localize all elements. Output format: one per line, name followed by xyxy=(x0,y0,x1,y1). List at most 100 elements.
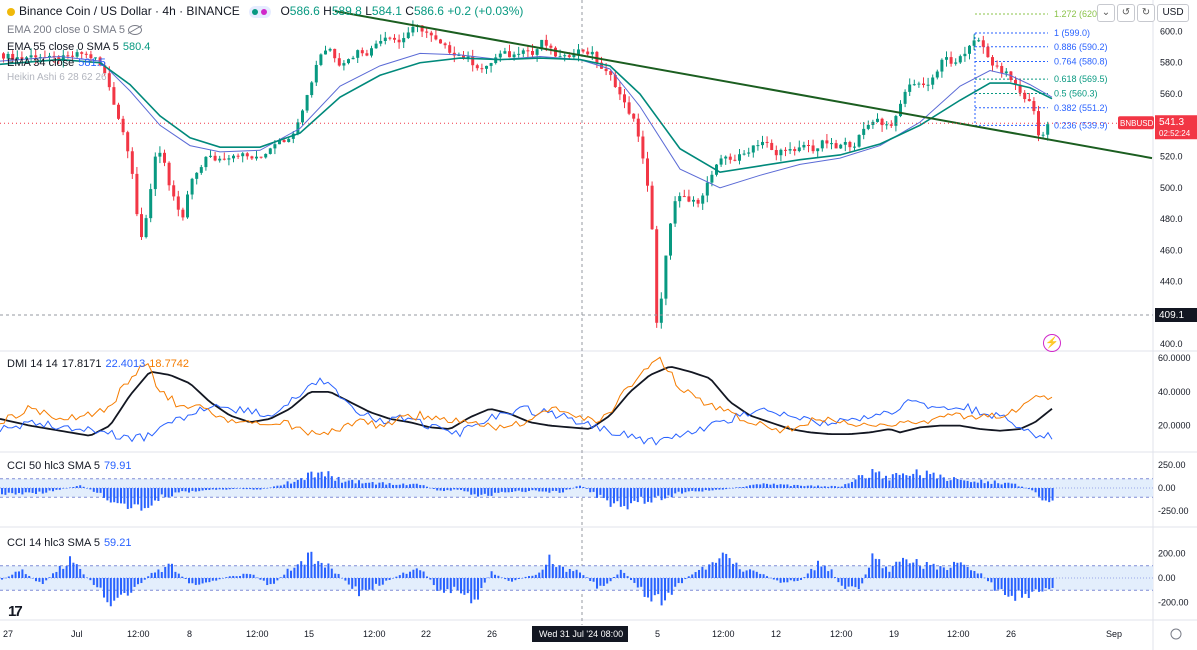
candle-body xyxy=(926,84,930,86)
cci50-bar xyxy=(82,486,85,488)
cci50-bar xyxy=(592,488,595,492)
candle-body xyxy=(623,94,626,103)
cci14-bar xyxy=(817,560,819,578)
candle-body xyxy=(278,140,281,145)
ema200-legend[interactable]: EMA 200 close 0 SMA 5 xyxy=(7,24,143,36)
candle-body xyxy=(485,65,488,69)
cci50-bar xyxy=(823,486,826,488)
cci14-bar xyxy=(41,578,44,585)
candle-body xyxy=(397,39,401,43)
cci14-bar xyxy=(14,571,17,578)
ema34-legend[interactable]: EMA 34 close 581.5 xyxy=(7,57,106,69)
cci50-bar xyxy=(806,485,809,488)
cci50-bar xyxy=(749,485,751,488)
ema55-legend[interactable]: EMA 55 close 0 SMA 5 580.4 xyxy=(7,41,150,53)
cci14-bar xyxy=(381,578,384,585)
cci14-bar xyxy=(987,578,989,582)
cci50-bar xyxy=(14,488,17,495)
eye-hidden-icon[interactable] xyxy=(127,25,143,36)
symbol-status-icon[interactable] xyxy=(249,5,272,18)
candle-body xyxy=(360,50,364,54)
cci14-bar xyxy=(976,573,979,578)
redo-icon[interactable]: ↻ xyxy=(1137,4,1155,22)
cci14-bar xyxy=(177,573,180,578)
cci14-bar xyxy=(126,578,129,596)
candle-body xyxy=(379,40,383,44)
cci50-bar xyxy=(643,488,646,504)
fib-level-label: 0.764 (580.8) xyxy=(1054,56,1108,66)
cci14-bar xyxy=(392,578,394,579)
candle-body xyxy=(1037,111,1040,136)
candle-body xyxy=(535,49,539,55)
candle-body xyxy=(604,68,608,72)
cci50-bar xyxy=(847,483,850,488)
cci14-bar xyxy=(28,575,31,578)
cci14-bar xyxy=(922,568,925,578)
cci14-bar xyxy=(273,578,275,584)
candle-body xyxy=(259,156,263,158)
candle-body xyxy=(406,32,410,39)
cci14-bar xyxy=(521,578,524,579)
candle-body xyxy=(296,122,300,134)
candle-body xyxy=(439,39,442,44)
candle-body xyxy=(825,140,829,144)
cci14-legend[interactable]: CCI 14 hlc3 SMA 5 59.21 xyxy=(7,537,131,549)
candle-body xyxy=(305,95,309,111)
alert-bolt-icon[interactable]: ⚡ xyxy=(1043,334,1061,352)
cci14-bar xyxy=(460,578,462,594)
cci50-bar xyxy=(885,475,887,488)
cci50-legend[interactable]: CCI 50 hlc3 SMA 5 79.91 xyxy=(7,460,131,472)
cci50-bar xyxy=(555,488,558,491)
candle-body xyxy=(144,218,148,238)
cci14-bar xyxy=(24,574,27,578)
cci50-bar xyxy=(820,486,823,488)
collapse-icon[interactable]: ⌄ xyxy=(1097,4,1115,22)
cci50-bar xyxy=(133,488,136,505)
cci50-bar xyxy=(432,488,435,489)
ema34-label: EMA 34 close xyxy=(7,57,75,69)
cci50-bar xyxy=(86,488,88,489)
cci50-bar xyxy=(776,484,779,488)
dmi-legend[interactable]: DMI 14 14 17.8171 22.4013 18.7742 xyxy=(7,358,189,370)
cci14-bar xyxy=(252,574,255,578)
cci50-bar xyxy=(630,488,632,504)
candle-body xyxy=(103,65,107,74)
cci14-bar xyxy=(844,578,847,589)
price-axis-tick: 460.0 xyxy=(1160,245,1183,255)
cci50-bar xyxy=(378,482,381,488)
tradingview-logo-icon[interactable]: 17 xyxy=(8,603,23,620)
cci14-bar xyxy=(171,563,173,578)
cci14-bar xyxy=(453,578,456,587)
ohlc-l-label: L xyxy=(365,4,372,18)
cci50-bar xyxy=(477,488,479,497)
cci14-bar xyxy=(86,577,88,579)
candle-body xyxy=(112,87,116,105)
cci50-bar xyxy=(551,488,554,491)
candle-body xyxy=(1032,101,1036,112)
cci50-bar xyxy=(538,488,541,492)
cci50-bar xyxy=(130,488,133,509)
undo-icon[interactable]: ↺ xyxy=(1117,4,1135,22)
cci50-bar xyxy=(1,488,3,495)
cci50-bar xyxy=(698,488,700,492)
currency-button[interactable]: USD xyxy=(1157,4,1189,22)
cci14-bar xyxy=(375,578,377,584)
cci14-bar xyxy=(7,576,10,578)
cci14-bar xyxy=(266,578,269,586)
candle-body xyxy=(646,158,649,186)
cci50-bar xyxy=(963,480,966,488)
cci50-bar xyxy=(279,485,282,488)
cci14-bar xyxy=(691,574,694,578)
symbol-legend[interactable]: Binance Coin / US Dollar · 4h · BINANCE … xyxy=(7,4,523,18)
cci50-bar xyxy=(293,481,296,488)
cci50-bar xyxy=(405,485,408,488)
cci50-bar xyxy=(344,481,347,488)
candle-body xyxy=(337,58,341,66)
heikin-ashi-legend[interactable]: Heikin Ashi 6 28 62 26 xyxy=(7,72,107,83)
fib-level-label: 0.618 (569.5) xyxy=(1054,74,1108,84)
cci50-bar xyxy=(647,488,649,502)
cci14-bar xyxy=(864,574,867,578)
cci14-bar xyxy=(643,578,646,597)
cci14-bar xyxy=(395,576,398,578)
